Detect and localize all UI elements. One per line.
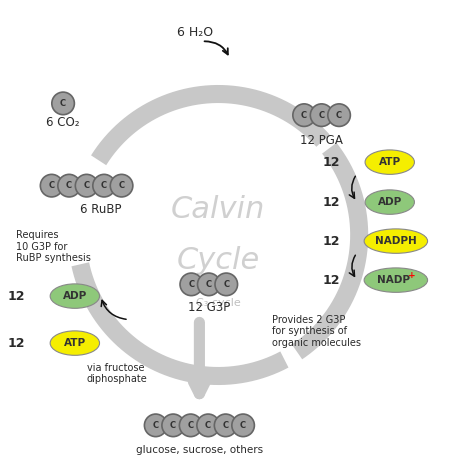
Circle shape (93, 174, 115, 197)
Text: NADP: NADP (376, 275, 410, 285)
Circle shape (198, 273, 220, 296)
Text: 12 G3P: 12 G3P (188, 301, 230, 314)
Ellipse shape (365, 150, 414, 174)
Text: C: C (240, 421, 246, 430)
Circle shape (145, 414, 167, 437)
Text: Cycle: Cycle (177, 246, 260, 275)
Text: Requires
10 G3P for
RuBP synthesis: Requires 10 G3P for RuBP synthesis (16, 230, 91, 263)
Text: C: C (301, 110, 307, 120)
Circle shape (40, 174, 63, 197)
Circle shape (75, 174, 98, 197)
Text: 12: 12 (322, 196, 340, 209)
Circle shape (214, 414, 237, 437)
Ellipse shape (50, 284, 100, 308)
Text: 12: 12 (322, 274, 340, 287)
Ellipse shape (364, 229, 428, 253)
Circle shape (179, 414, 202, 437)
Text: C: C (188, 280, 194, 289)
Text: C: C (170, 421, 176, 430)
Text: C: C (319, 110, 325, 120)
Text: 12: 12 (8, 337, 25, 350)
Text: C: C (83, 181, 90, 190)
Text: glucose, sucrose, others: glucose, sucrose, others (136, 445, 263, 455)
Text: 6 RuBP: 6 RuBP (80, 203, 121, 216)
Ellipse shape (364, 268, 428, 292)
Text: NADPH: NADPH (375, 236, 417, 246)
Circle shape (110, 174, 133, 197)
Circle shape (310, 104, 333, 126)
Circle shape (58, 174, 81, 197)
Circle shape (293, 104, 315, 126)
Text: C: C (188, 421, 194, 430)
Text: ATP: ATP (379, 157, 401, 167)
Circle shape (197, 414, 219, 437)
Text: 12: 12 (322, 235, 340, 248)
Text: Calvin: Calvin (171, 195, 265, 224)
Circle shape (162, 414, 184, 437)
Text: C: C (336, 110, 342, 120)
Text: C: C (223, 280, 229, 289)
Text: ADP: ADP (378, 197, 402, 207)
Text: +: + (408, 271, 416, 280)
Circle shape (215, 273, 237, 296)
Text: C: C (223, 421, 228, 430)
Text: 12 PGA: 12 PGA (300, 134, 343, 148)
Ellipse shape (50, 331, 100, 355)
Text: C: C (153, 421, 159, 430)
Circle shape (328, 104, 350, 126)
Text: 6 H₂O: 6 H₂O (177, 26, 213, 39)
Text: ATP: ATP (64, 338, 86, 348)
Text: 6 CO₂: 6 CO₂ (46, 116, 80, 129)
Text: C: C (66, 181, 72, 190)
Text: ADP: ADP (63, 291, 87, 301)
Text: Provides 2 G3P
for synthesis of
organic molecules: Provides 2 G3P for synthesis of organic … (272, 315, 361, 348)
Text: C: C (48, 181, 55, 190)
Circle shape (232, 414, 255, 437)
Text: 12: 12 (322, 156, 340, 169)
Circle shape (180, 273, 202, 296)
Text: C: C (60, 99, 66, 108)
Text: 12: 12 (8, 290, 25, 303)
Text: C: C (101, 181, 107, 190)
Circle shape (52, 92, 74, 115)
Text: C: C (205, 421, 211, 430)
Ellipse shape (365, 190, 414, 214)
Text: C: C (118, 181, 125, 190)
Text: C: C (206, 280, 212, 289)
Text: via fructose
diphosphate: via fructose diphosphate (87, 363, 147, 384)
Text: C₃ cycle: C₃ cycle (196, 298, 241, 308)
